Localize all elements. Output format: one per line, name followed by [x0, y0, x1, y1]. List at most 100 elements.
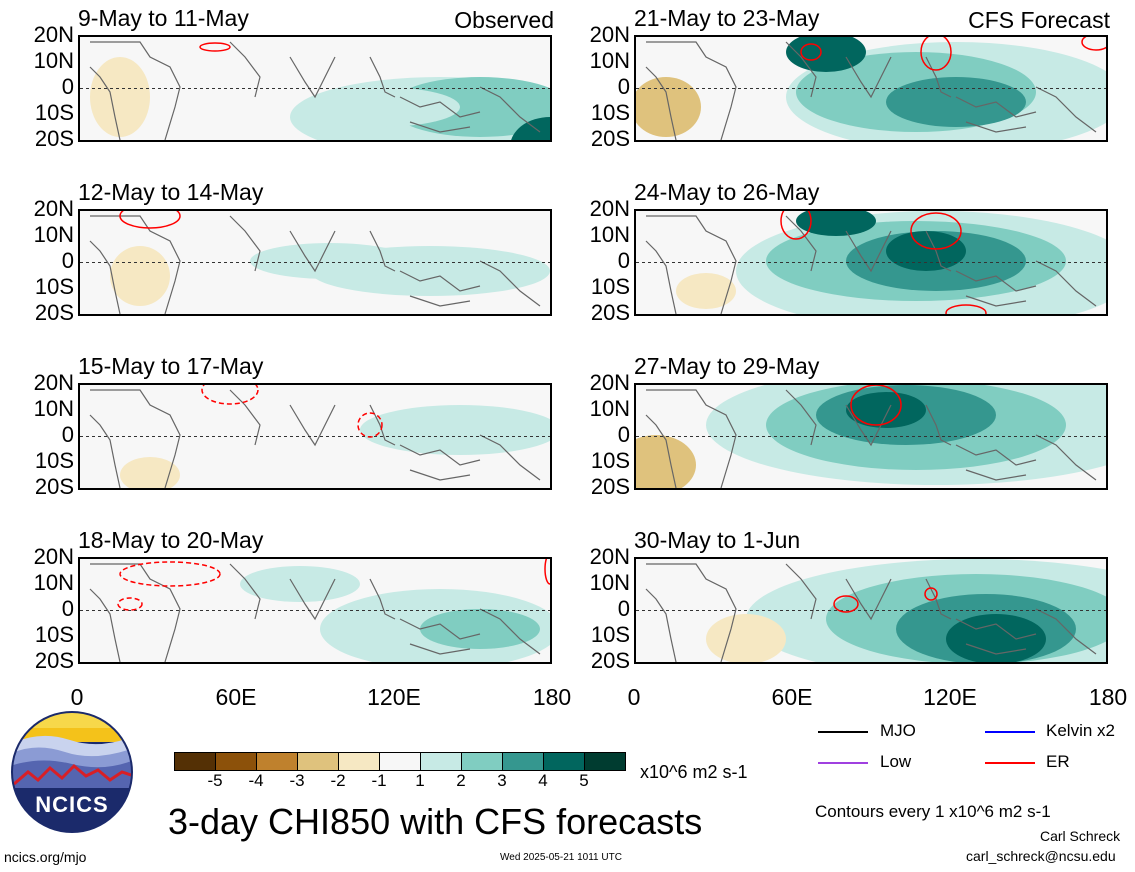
coastline	[646, 563, 737, 662]
er-contour	[544, 559, 550, 585]
lat-label: 20N	[589, 370, 630, 395]
coastline	[1035, 434, 1097, 481]
lat-label: 20S	[34, 474, 74, 499]
coastline	[845, 56, 892, 99]
coastline	[646, 215, 737, 314]
legend-line-mjo	[818, 731, 868, 733]
timestamp: Wed 2025-05-21 1011 UTC	[500, 852, 622, 863]
coastline	[90, 41, 181, 140]
coastline	[965, 121, 1027, 133]
coastline	[1035, 608, 1097, 655]
map-frame	[78, 383, 552, 490]
lat-label: 20N	[33, 22, 74, 47]
lat-label: 20S	[590, 126, 630, 151]
colorbar-swatch	[215, 752, 257, 771]
lat-label: 10N	[33, 396, 74, 421]
er-contour	[920, 37, 952, 71]
panel-title: 27-May to 29-May	[634, 353, 820, 379]
map-canvas	[636, 211, 1106, 314]
coastline	[645, 240, 677, 314]
lat-label: 20S	[590, 474, 630, 499]
lat-label: 10S	[590, 448, 630, 473]
coastline	[399, 270, 481, 292]
panel-title: 9-May to 11-May	[78, 5, 249, 31]
author-email: carl_schreck@ncsu.edu	[966, 848, 1116, 864]
colorbar-tick: 3	[497, 771, 507, 790]
colorbar-swatch	[297, 752, 339, 771]
lon-label-left-60e: 60E	[215, 684, 257, 710]
author-name: Carl Schreck	[1040, 828, 1121, 844]
lon-label-right-60e: 60E	[771, 684, 813, 710]
colorbar-tick: -3	[289, 771, 305, 790]
coastline	[289, 56, 336, 99]
lat-label: 20N	[589, 196, 630, 221]
coastline	[965, 643, 1027, 655]
coastline	[955, 444, 1037, 466]
coastline	[369, 230, 396, 272]
colorbar-tick: -4	[248, 771, 264, 790]
lat-label: 0	[617, 74, 630, 99]
lat-label: 10N	[589, 570, 630, 595]
lat-label: 20S	[590, 648, 630, 673]
er-contour	[910, 212, 962, 250]
ncics-logo-icon	[11, 711, 133, 833]
lat-label: 20N	[33, 370, 74, 395]
coastline	[229, 215, 261, 272]
ncics-logo: NCICS	[10, 710, 134, 834]
coastline	[965, 295, 1027, 307]
coastline	[479, 260, 541, 307]
site-link[interactable]: ncics.org/mjo	[4, 849, 87, 865]
colorbar-swatch	[502, 752, 544, 771]
lat-label: 0	[61, 74, 74, 99]
logo-text: NCICS	[35, 792, 109, 817]
anomaly-shading	[846, 392, 926, 428]
colorbar-tick: -5	[207, 771, 223, 790]
lon-label-left-180: 180	[532, 684, 572, 710]
lat-label: 0	[61, 248, 74, 273]
colorbar-swatch	[461, 752, 503, 771]
coastline	[89, 240, 121, 314]
lat-label: 20N	[589, 544, 630, 569]
er-contour	[119, 211, 181, 229]
anomaly-shading	[706, 614, 786, 662]
coastline	[399, 96, 481, 118]
coastline	[925, 404, 952, 446]
legend-line-er	[985, 762, 1035, 764]
coastline	[289, 404, 336, 447]
coastline	[409, 643, 471, 655]
lat-label: 10N	[589, 48, 630, 73]
colorbar-tick: 1	[415, 771, 425, 790]
colorbar-tick: 2	[456, 771, 466, 790]
legend-label-er: ER	[1046, 752, 1070, 771]
anomaly-shading	[636, 435, 696, 488]
anomaly-shading	[886, 77, 1026, 127]
lat-label: 10S	[34, 274, 74, 299]
coastline	[645, 588, 677, 662]
coastline	[409, 295, 471, 307]
er-contour	[1081, 37, 1106, 51]
coastline	[845, 230, 892, 273]
lat-label: 10N	[33, 570, 74, 595]
coastline	[645, 414, 677, 488]
main-title: 3-day CHI850 with CFS forecasts	[168, 801, 703, 842]
anomaly-shading	[110, 246, 170, 306]
coastline	[785, 563, 817, 620]
colorbar-swatch	[379, 752, 421, 771]
colorbar-swatch	[174, 752, 216, 771]
panel-title: 15-May to 17-May	[78, 353, 264, 379]
map-frame	[634, 383, 1108, 490]
anomaly-shading	[886, 231, 966, 271]
map-canvas	[636, 37, 1106, 140]
lat-label: 10N	[33, 222, 74, 247]
coastline	[925, 578, 952, 620]
coastline	[955, 270, 1037, 292]
contour-note: Contours every 1 x10^6 m2 s-1	[815, 802, 1051, 821]
lon-label-left-120e: 120E	[367, 684, 421, 710]
map-frame	[78, 209, 552, 316]
er-contour	[924, 587, 938, 601]
er-contour	[850, 385, 902, 426]
map-frame	[78, 557, 552, 664]
coastline	[229, 563, 261, 620]
lat-label: 0	[617, 422, 630, 447]
legend-line-kelvin	[985, 731, 1035, 733]
